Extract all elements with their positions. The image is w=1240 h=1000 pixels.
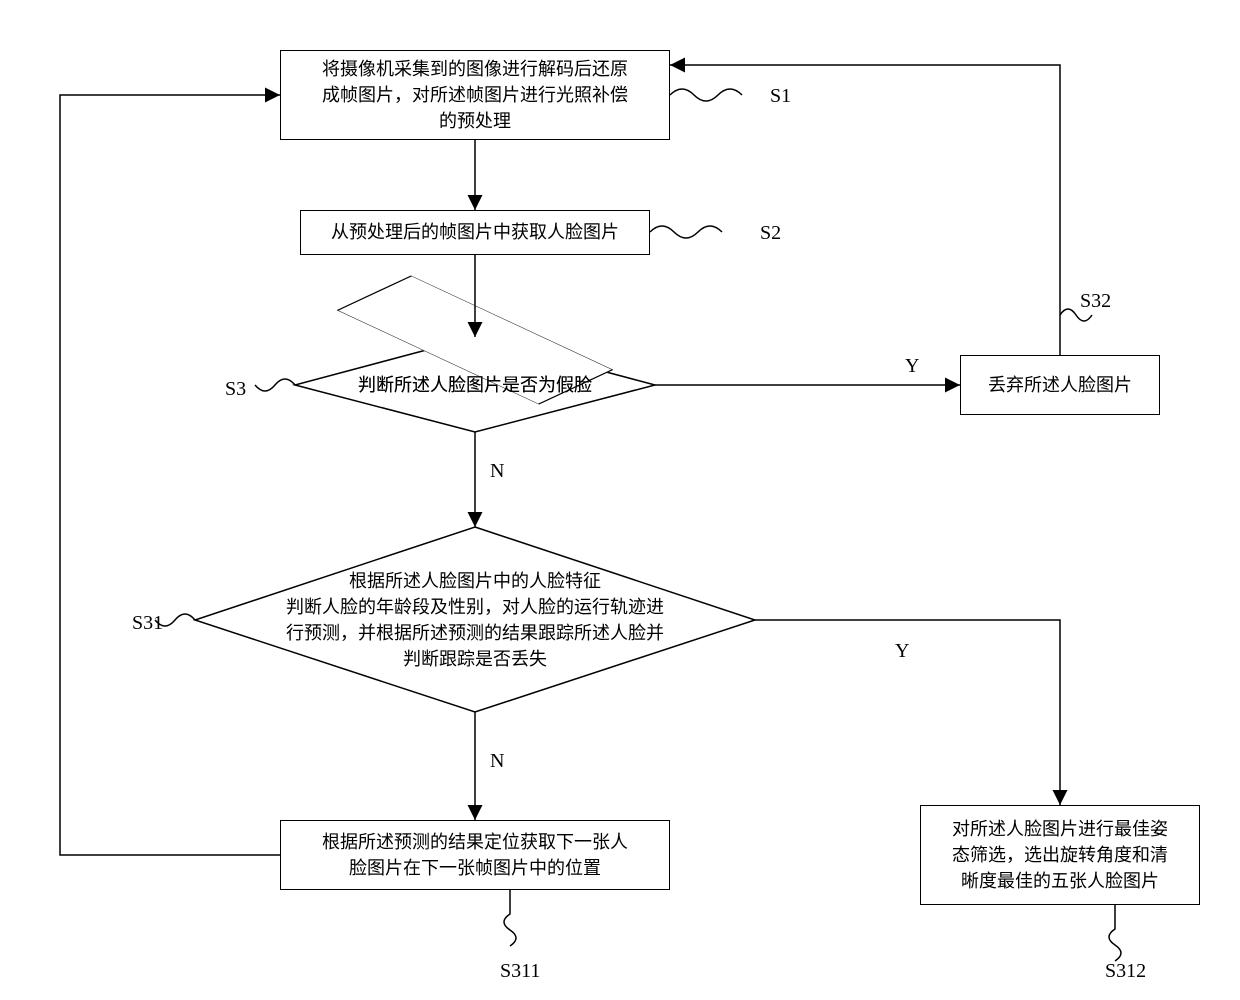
node-s1-text: 将摄像机采集到的图像进行解码后还原 成帧图片，对所述帧图片进行光照补偿 的预处理 xyxy=(322,56,628,134)
node-s31-text-wrap: 根据所述人脸图片中的人脸特征 判断人脸的年龄段及性别，对人脸的运行轨迹进 行预测… xyxy=(235,545,715,695)
node-s3-text: 判断所述人脸图片是否为假脸 xyxy=(358,372,592,398)
node-s32: 丢弃所述人脸图片 xyxy=(960,355,1160,415)
node-s32-text: 丢弃所述人脸图片 xyxy=(988,372,1132,398)
label-s32: S32 xyxy=(1080,290,1111,313)
node-s3: 判断所述人脸图片是否为假脸 xyxy=(295,338,655,433)
label-s3: S3 xyxy=(225,378,246,401)
node-s312: 对所述人脸图片进行最佳姿 态筛选，选出旋转角度和清 晰度最佳的五张人脸图片 xyxy=(920,805,1200,905)
label-s311: S311 xyxy=(500,960,540,983)
node-s1: 将摄像机采集到的图像进行解码后还原 成帧图片，对所述帧图片进行光照补偿 的预处理 xyxy=(280,50,670,140)
yn-s31-y: Y xyxy=(895,640,909,663)
label-s2: S2 xyxy=(760,222,781,245)
node-s31-text: 根据所述人脸图片中的人脸特征 判断人脸的年龄段及性别，对人脸的运行轨迹进 行预测… xyxy=(286,568,664,672)
yn-s31-n: N xyxy=(490,750,504,773)
node-s312-text: 对所述人脸图片进行最佳姿 态筛选，选出旋转角度和清 晰度最佳的五张人脸图片 xyxy=(952,816,1168,894)
node-s2-text: 从预处理后的帧图片中获取人脸图片 xyxy=(331,219,619,245)
node-s2: 从预处理后的帧图片中获取人脸图片 xyxy=(300,210,650,255)
yn-s3-y: Y xyxy=(905,355,919,378)
label-s312: S312 xyxy=(1105,960,1146,983)
label-s31: S31 xyxy=(132,612,163,635)
node-s311-text: 根据所述预测的结果定位获取下一张人 脸图片在下一张帧图片中的位置 xyxy=(322,829,628,881)
label-s1: S1 xyxy=(770,85,791,108)
node-s311: 根据所述预测的结果定位获取下一张人 脸图片在下一张帧图片中的位置 xyxy=(280,820,670,890)
yn-s3-n: N xyxy=(490,460,504,483)
